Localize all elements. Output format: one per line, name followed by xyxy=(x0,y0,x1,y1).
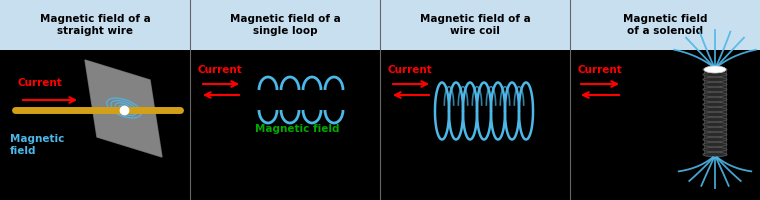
Bar xyxy=(190,0,380,50)
Ellipse shape xyxy=(703,122,727,127)
Text: Magnetic field of a
single loop: Magnetic field of a single loop xyxy=(230,14,340,36)
Ellipse shape xyxy=(703,142,727,147)
Ellipse shape xyxy=(703,107,727,112)
Ellipse shape xyxy=(704,66,726,73)
Bar xyxy=(380,0,570,50)
Ellipse shape xyxy=(703,147,727,152)
Text: Current: Current xyxy=(388,65,432,75)
Text: Magnetic field: Magnetic field xyxy=(255,124,340,134)
Bar xyxy=(704,70,726,154)
Ellipse shape xyxy=(703,112,727,117)
Text: Magnetic field of a
wire coil: Magnetic field of a wire coil xyxy=(420,14,530,36)
Text: Current: Current xyxy=(198,65,242,75)
Ellipse shape xyxy=(703,92,727,97)
Text: Current: Current xyxy=(18,78,63,88)
Ellipse shape xyxy=(703,152,727,157)
Ellipse shape xyxy=(703,97,727,102)
Polygon shape xyxy=(85,60,162,157)
Text: Current: Current xyxy=(578,65,622,75)
Ellipse shape xyxy=(703,72,727,77)
Ellipse shape xyxy=(703,87,727,92)
Bar xyxy=(570,0,760,50)
Text: Magnetic field of a
straight wire: Magnetic field of a straight wire xyxy=(40,14,150,36)
Text: Magnetic field
of a solenoid: Magnetic field of a solenoid xyxy=(622,14,708,36)
Ellipse shape xyxy=(703,67,727,72)
Ellipse shape xyxy=(703,117,727,122)
Ellipse shape xyxy=(703,127,727,132)
Ellipse shape xyxy=(703,102,727,107)
Ellipse shape xyxy=(703,137,727,142)
Ellipse shape xyxy=(703,132,727,137)
Text: Magnetic
field: Magnetic field xyxy=(10,134,65,156)
Ellipse shape xyxy=(703,77,727,82)
Bar xyxy=(0,0,190,50)
Ellipse shape xyxy=(703,82,727,87)
